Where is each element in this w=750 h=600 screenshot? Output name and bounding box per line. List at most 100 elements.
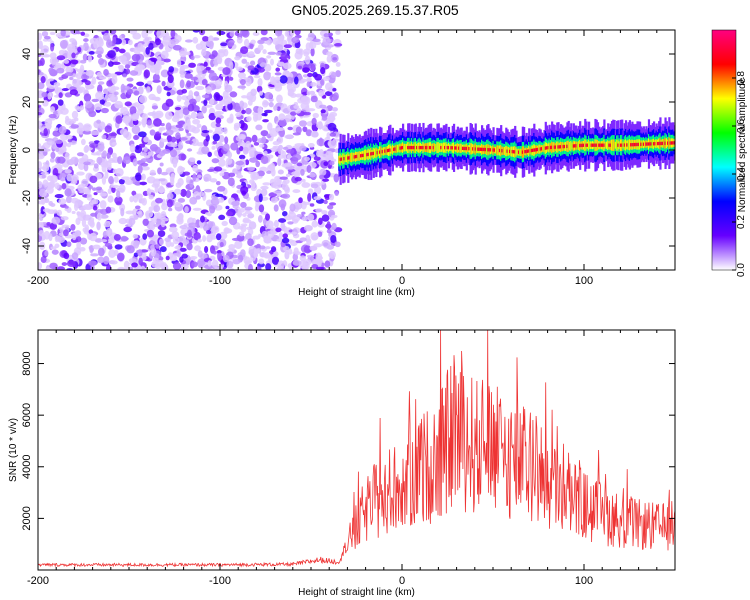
spectrogram-cell xyxy=(74,105,80,110)
spectrogram-cell xyxy=(108,132,118,137)
spectrogram-cell xyxy=(146,86,151,94)
spectrogram-cell xyxy=(304,55,311,65)
spectrogram-cell xyxy=(216,57,223,65)
spectrogram-cell xyxy=(58,92,63,99)
spectrogram-cell xyxy=(309,245,318,251)
spectrogram-cell xyxy=(323,199,328,205)
spectrogram-cell xyxy=(70,124,79,129)
spectrogram-cell xyxy=(192,118,201,125)
spectrogram-cell xyxy=(257,106,264,115)
spectrogram-cell xyxy=(47,181,55,189)
spectrogram-cell xyxy=(118,178,125,185)
spectrogram-cell xyxy=(260,155,269,165)
spectrogram-cell xyxy=(227,41,235,47)
spectrogram-cell xyxy=(115,167,124,177)
spectrogram-cell xyxy=(123,260,130,270)
spectrogram-cell xyxy=(310,95,318,103)
spectrogram-cell xyxy=(167,207,173,212)
spectrogram-cell xyxy=(245,159,250,166)
spectrogram-peak-cell xyxy=(376,150,379,155)
spectrogram-cell xyxy=(135,145,140,150)
spectrogram-cell xyxy=(262,49,267,55)
spectrogram-cell xyxy=(290,157,299,165)
spectrogram-cell xyxy=(449,144,452,152)
spectrogram-cell xyxy=(273,204,279,212)
spectrogram-peak-cell xyxy=(549,145,553,150)
spectrogram-cell xyxy=(129,195,134,203)
spectrogram-cell xyxy=(179,256,184,263)
spectrogram-cell xyxy=(278,218,287,223)
spectrogram-cell xyxy=(201,130,210,134)
spectrogram-cell xyxy=(568,141,572,151)
spectrogram-cell xyxy=(147,30,153,34)
spectrogram-cell xyxy=(237,85,247,89)
spectrogram-cell xyxy=(188,62,196,68)
spectrogram-cell xyxy=(258,90,264,96)
spectrogram-cell xyxy=(149,129,156,136)
snr-x-axis-label: Height of straight line (km) xyxy=(298,587,415,598)
spectrogram-cell xyxy=(332,88,337,92)
spectrogram-cell xyxy=(108,176,114,185)
spectrogram-cell xyxy=(278,61,285,67)
spectrogram-peak-cell xyxy=(455,146,458,150)
spectrogram-peak-cell xyxy=(551,145,554,150)
spectrogram-cell xyxy=(49,157,55,163)
spectrogram-cell xyxy=(158,127,163,134)
spectrogram-peak-cell xyxy=(408,145,411,150)
spectrogram-cell xyxy=(241,95,248,99)
spectrogram-cell xyxy=(624,139,628,151)
spectrogram-cell xyxy=(305,105,310,113)
spectrogram-cell xyxy=(181,88,188,94)
spectrogram-cell xyxy=(69,76,74,81)
spectrogram-cell xyxy=(320,109,326,114)
spectrogram-cell xyxy=(155,197,163,204)
spectrogram-cell xyxy=(168,226,178,233)
spectrogram-cell xyxy=(154,38,161,46)
spectrogram-cell xyxy=(225,205,230,210)
spectrogram-cell xyxy=(120,207,125,217)
spectrogram-cell xyxy=(475,144,479,154)
spectrogram-cell xyxy=(228,243,236,250)
spectrogram-cell xyxy=(59,173,67,182)
spectrogram-cell xyxy=(108,89,115,94)
spectrogram-cell xyxy=(141,173,146,181)
spectrogram-peak-cell xyxy=(656,141,660,146)
spectrogram-cell xyxy=(315,266,325,270)
spectrogram-cell xyxy=(193,232,201,241)
spectrogram-cell xyxy=(160,220,166,228)
spectrogram-cell xyxy=(67,51,73,60)
spectrogram-cell xyxy=(651,139,654,149)
spectrogram-cell xyxy=(320,67,326,75)
spectrogram-cell xyxy=(57,110,64,115)
spectrogram-cell xyxy=(351,152,354,163)
colorbar-tick-label: 0.4 xyxy=(736,167,747,181)
spectrogram-cell xyxy=(251,134,258,143)
spectrogram-cell xyxy=(57,236,66,243)
spectrogram-cell xyxy=(87,219,95,226)
spectrogram-cell xyxy=(284,134,294,139)
spectrogram-cell xyxy=(296,162,303,167)
spectrogram-cell xyxy=(187,95,193,100)
spectrogram-cell xyxy=(52,130,61,137)
spectrogram-cell xyxy=(157,230,166,238)
spectrogram-cell xyxy=(306,78,312,83)
spectrogram-cell xyxy=(274,80,282,89)
spectrogram-peak-cell xyxy=(661,141,665,146)
spectrogram-cell xyxy=(189,255,198,260)
spectrogram-cell xyxy=(73,202,79,211)
spectrogram-cell xyxy=(268,101,274,108)
spectrogram-cell xyxy=(191,138,199,147)
spectrogram-peak-cell xyxy=(640,142,643,147)
spectrogram-peak-cell xyxy=(506,149,509,153)
spectrogram-cell xyxy=(298,120,307,127)
spectrogram-cell xyxy=(95,91,105,101)
spectrogram-cell xyxy=(124,179,133,185)
spectrogram-cell xyxy=(262,235,271,240)
spectrogram-cell xyxy=(117,266,126,270)
spectrogram-cell xyxy=(473,144,476,154)
spectrogram-cell xyxy=(335,70,341,78)
spectrogram-cell xyxy=(174,188,182,195)
spectrogram-cell xyxy=(613,139,616,151)
spectrogram-cell xyxy=(178,166,186,172)
spectrogram-cell xyxy=(570,140,573,152)
